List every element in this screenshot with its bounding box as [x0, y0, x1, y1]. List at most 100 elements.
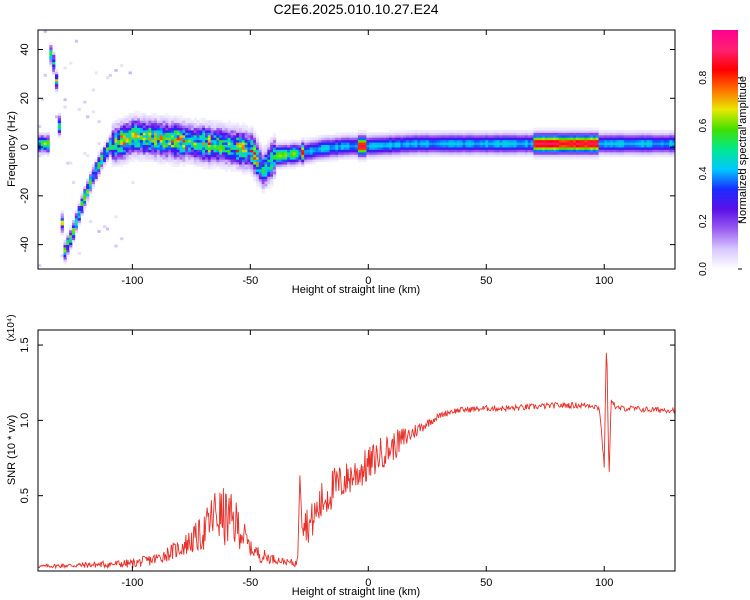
- heatmap-cell: [643, 129, 648, 133]
- heatmap-cell: [173, 129, 178, 133]
- heatmap-cell: [389, 134, 393, 138]
- heatmap-cell: [139, 112, 144, 116]
- heatmap-cell: [38, 149, 42, 153]
- heatmap-cell: [199, 117, 203, 121]
- heatmap-cell: [77, 222, 81, 226]
- heatmap-cell: [635, 149, 639, 153]
- heatmap-cell: [612, 142, 616, 146]
- heatmap-cell: [38, 132, 42, 136]
- heatmap-cell: [632, 142, 636, 146]
- heatmap-cell: [363, 134, 367, 138]
- heatmap-cell: [490, 147, 495, 150]
- heatmap-cell: [641, 149, 645, 153]
- heatmap-cell: [672, 147, 675, 150]
- heatmap-cell: [131, 134, 135, 138]
- heatmap-cell: [117, 161, 121, 165]
- heatmap-cell: [284, 144, 288, 148]
- heatmap-cell: [459, 151, 464, 155]
- heatmap-cell: [440, 129, 444, 133]
- heatmap-cell: [476, 129, 481, 133]
- heatmap-cell: [66, 239, 70, 243]
- heatmap-cell: [321, 149, 325, 153]
- heatmap-cell: [360, 151, 364, 155]
- heatmap-cell: [423, 137, 427, 141]
- heatmap-cell: [607, 139, 611, 143]
- heatmap-cell: [389, 151, 393, 155]
- heatmap-cell: [148, 122, 152, 126]
- heatmap-cell: [239, 127, 243, 131]
- heatmap-cell: [122, 115, 127, 119]
- heatmap-cell: [63, 244, 67, 248]
- heatmap-cell: [556, 134, 560, 138]
- heatmap-cell: [510, 147, 515, 150]
- heatmap-cell: [284, 151, 288, 155]
- heatmap-cell: [154, 129, 158, 133]
- heatmap-cell: [278, 166, 282, 170]
- heatmap-cell: [482, 154, 486, 158]
- heatmap-cell: [159, 159, 163, 163]
- heatmap-cell: [541, 144, 546, 148]
- heatmap-cell: [142, 115, 146, 119]
- heatmap-cell: [219, 122, 223, 126]
- heatmap-cell: [502, 142, 506, 146]
- heatmap-cell: [609, 149, 614, 153]
- heatmap-cell: [547, 144, 551, 148]
- heatmap-cell: [389, 129, 393, 133]
- heatmap-cell: [100, 169, 104, 172]
- heatmap-cell: [403, 139, 407, 143]
- heatmap-cell: [346, 154, 350, 158]
- heatmap-cell: [425, 147, 430, 150]
- heatmap-cell: [227, 159, 231, 163]
- heatmap-cell: [643, 134, 648, 138]
- heatmap-cell: [162, 132, 166, 136]
- heatmap-cell: [253, 134, 257, 138]
- heatmap-cell: [270, 147, 274, 150]
- heatmap-cell: [224, 129, 229, 133]
- heatmap-cell: [117, 117, 121, 121]
- heatmap-cell: [253, 159, 257, 163]
- heatmap-cell: [510, 149, 515, 153]
- heatmap-cell: [468, 139, 472, 143]
- heatmap-cell: [629, 137, 633, 141]
- heatmap-cell: [570, 134, 574, 138]
- heatmap-cell: [43, 144, 47, 148]
- heatmap-cell: [292, 142, 297, 146]
- heatmap-cell: [669, 149, 673, 153]
- heatmap-cell: [658, 147, 662, 150]
- heatmap-cell: [210, 156, 214, 160]
- heatmap-cell: [372, 137, 376, 141]
- heatmap-cell: [120, 137, 124, 141]
- heatmap-cell: [539, 149, 543, 153]
- heatmap-cell: [355, 156, 359, 160]
- heatmap-cell: [57, 132, 62, 136]
- heatmap-cell: [338, 156, 342, 160]
- heatmap-cell: [502, 144, 506, 148]
- colorbar-tick-label: 0.6: [698, 118, 709, 132]
- heatmap-cell: [493, 139, 498, 143]
- heatmap-cell: [643, 142, 648, 146]
- heatmap-cell: [272, 134, 277, 138]
- heatmap-cell: [349, 142, 353, 146]
- heatmap-cell: [105, 139, 110, 143]
- heatmap-cell: [490, 137, 495, 141]
- heatmap-cell: [287, 142, 291, 146]
- heatmap-cell: [442, 147, 447, 150]
- heatmap-cell: [83, 151, 87, 155]
- heatmap-cell: [624, 147, 628, 150]
- heatmap-cell: [148, 139, 152, 143]
- heatmap-cell: [103, 154, 107, 158]
- heatmap-cell: [207, 156, 212, 160]
- heatmap-cell: [666, 154, 670, 158]
- heatmap-cell: [558, 144, 563, 148]
- heatmap-cell: [111, 149, 115, 153]
- heatmap-cell: [54, 69, 59, 72]
- heatmap-cell: [672, 132, 675, 136]
- heatmap-cell: [530, 134, 534, 138]
- heatmap-cell: [46, 137, 50, 141]
- heatmap-cell: [323, 142, 328, 146]
- heatmap-cell: [360, 154, 364, 158]
- heatmap-cell: [672, 149, 675, 153]
- heatmap-cell: [134, 149, 138, 153]
- heatmap-cell: [185, 154, 189, 158]
- heatmap-cell: [205, 125, 209, 128]
